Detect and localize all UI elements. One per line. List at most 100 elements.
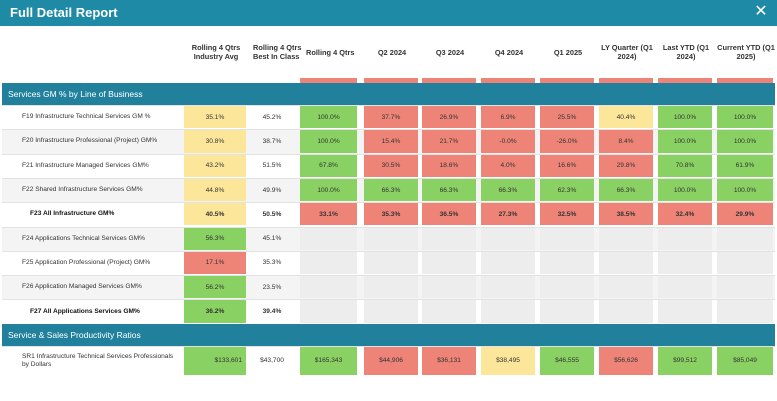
data-cell: [540, 251, 594, 275]
data-cell: [300, 300, 357, 323]
data-cell: [422, 227, 476, 250]
row-label: F20 Infrastructure Professional (Project…: [22, 137, 158, 145]
table-row: [2, 299, 775, 323]
data-cell: 35.3%: [262, 259, 282, 267]
close-icon[interactable]: ✕: [754, 3, 768, 20]
data-cell: [599, 251, 653, 275]
data-cell: 30.8%: [184, 130, 246, 153]
data-cell: 51.5%: [262, 162, 282, 170]
data-cell: 100.0%: [717, 130, 773, 153]
data-cell: 38.7%: [262, 137, 282, 145]
data-cell: 100.0%: [300, 106, 357, 129]
data-cell: -0.0%: [481, 130, 535, 153]
data-cell: 17.1%: [184, 251, 246, 275]
data-cell: $46,555: [540, 346, 594, 375]
column-header[interactable]: Rolling 4 Qtrs: [306, 47, 355, 57]
row-label: F21 Infrastructure Managed Services GM%: [22, 161, 149, 169]
data-cell: 6.9%: [481, 106, 535, 129]
data-cell: 61.9%: [717, 154, 773, 177]
data-cell: 40.4%: [599, 106, 653, 129]
data-cell: 21.7%: [422, 130, 476, 153]
table-row: [2, 153, 775, 178]
data-cell: $43,700: [260, 357, 284, 365]
data-cell: -26.0%: [540, 130, 594, 153]
data-cell: $99,512: [658, 346, 712, 375]
data-cell: 43.2%: [184, 154, 246, 177]
data-cell: 66.3%: [481, 178, 535, 202]
data-cell: [717, 276, 773, 299]
data-cell: 36.5%: [422, 203, 476, 226]
data-cell: 67.8%: [300, 154, 357, 177]
data-cell: [540, 227, 594, 250]
row-label: F22 Shared Infrastructure Services GM%: [22, 186, 143, 194]
data-cell: [364, 276, 418, 299]
title-bar: Full Detail Report ✕: [0, 0, 777, 26]
column-header[interactable]: Q3 2024: [435, 47, 465, 57]
header-strip: [422, 78, 476, 84]
column-header[interactable]: Current YTD (Q1 2025): [717, 43, 775, 61]
data-cell: 35.3%: [364, 203, 418, 226]
data-cell: 37.7%: [364, 106, 418, 129]
data-cell: 66.3%: [599, 178, 653, 202]
data-cell: 100.0%: [658, 106, 712, 129]
header-strip: [599, 78, 653, 84]
data-cell: 29.9%: [717, 203, 773, 226]
row-label: F19 Infrastructure Technical Services GM…: [22, 113, 151, 121]
data-cell: [481, 227, 535, 250]
data-cell: [717, 251, 773, 275]
table-row: [2, 202, 775, 226]
column-header[interactable]: Last YTD (Q1 2024): [662, 43, 710, 61]
data-cell: 35.1%: [184, 106, 246, 129]
report-grid: Rolling 4 Qtrs Industry Avg Rolling 4 Qtr…: [0, 26, 777, 401]
data-cell: 100.0%: [300, 130, 357, 153]
column-header[interactable]: LY Quarter (Q1 2024): [601, 43, 653, 61]
data-cell: 18.6%: [422, 154, 476, 177]
data-cell: 36.2%: [184, 300, 246, 323]
data-cell: 100.0%: [300, 178, 357, 202]
data-cell: [599, 300, 653, 323]
column-header[interactable]: Q2 2024: [377, 47, 407, 57]
section-header: Services GM % by Line of Business: [2, 83, 775, 105]
data-cell: $85,049: [717, 346, 773, 375]
data-cell: 26.9%: [422, 106, 476, 129]
data-cell: 15.4%: [364, 130, 418, 153]
column-header[interactable]: Q4 2024: [494, 47, 524, 57]
data-cell: [481, 276, 535, 299]
window-title: Full Detail Report: [10, 5, 118, 20]
data-cell: 66.3%: [422, 178, 476, 202]
table-row: [2, 250, 775, 275]
data-cell: $165,343: [300, 346, 357, 375]
row-label: F23 All Infrastructure GM%: [30, 210, 115, 218]
data-cell: 100.0%: [658, 130, 712, 153]
data-cell: $38,495: [481, 346, 535, 375]
data-cell: 33.1%: [300, 203, 357, 226]
data-cell: 70.8%: [658, 154, 712, 177]
data-cell: [658, 300, 712, 323]
table-row: [2, 345, 775, 376]
data-cell: [422, 276, 476, 299]
header-strip: [658, 78, 712, 84]
data-cell: [658, 227, 712, 250]
data-cell: [658, 276, 712, 299]
data-cell: [481, 300, 535, 323]
data-cell: [658, 251, 712, 275]
column-header[interactable]: Rolling 4 Qtrs Best In Class: [253, 43, 302, 61]
column-header[interactable]: Q1 2025: [553, 47, 583, 57]
data-cell: [599, 227, 653, 250]
data-cell: [717, 227, 773, 250]
data-cell: $36,131: [422, 346, 476, 375]
data-cell: $56,626: [599, 346, 653, 375]
header-strip: [481, 78, 535, 84]
column-header[interactable]: Rolling 4 Qtrs Industry Avg: [191, 43, 241, 61]
header-strip: [364, 78, 418, 84]
data-cell: [300, 227, 357, 250]
data-cell: [300, 251, 357, 275]
data-cell: [364, 251, 418, 275]
data-cell: [481, 251, 535, 275]
data-cell: 62.3%: [540, 178, 594, 202]
data-cell: [300, 276, 357, 299]
data-cell: 30.5%: [364, 154, 418, 177]
row-label: F26 Application Managed Services GM%: [22, 283, 142, 291]
data-cell: 29.8%: [599, 154, 653, 177]
data-cell: [422, 300, 476, 323]
